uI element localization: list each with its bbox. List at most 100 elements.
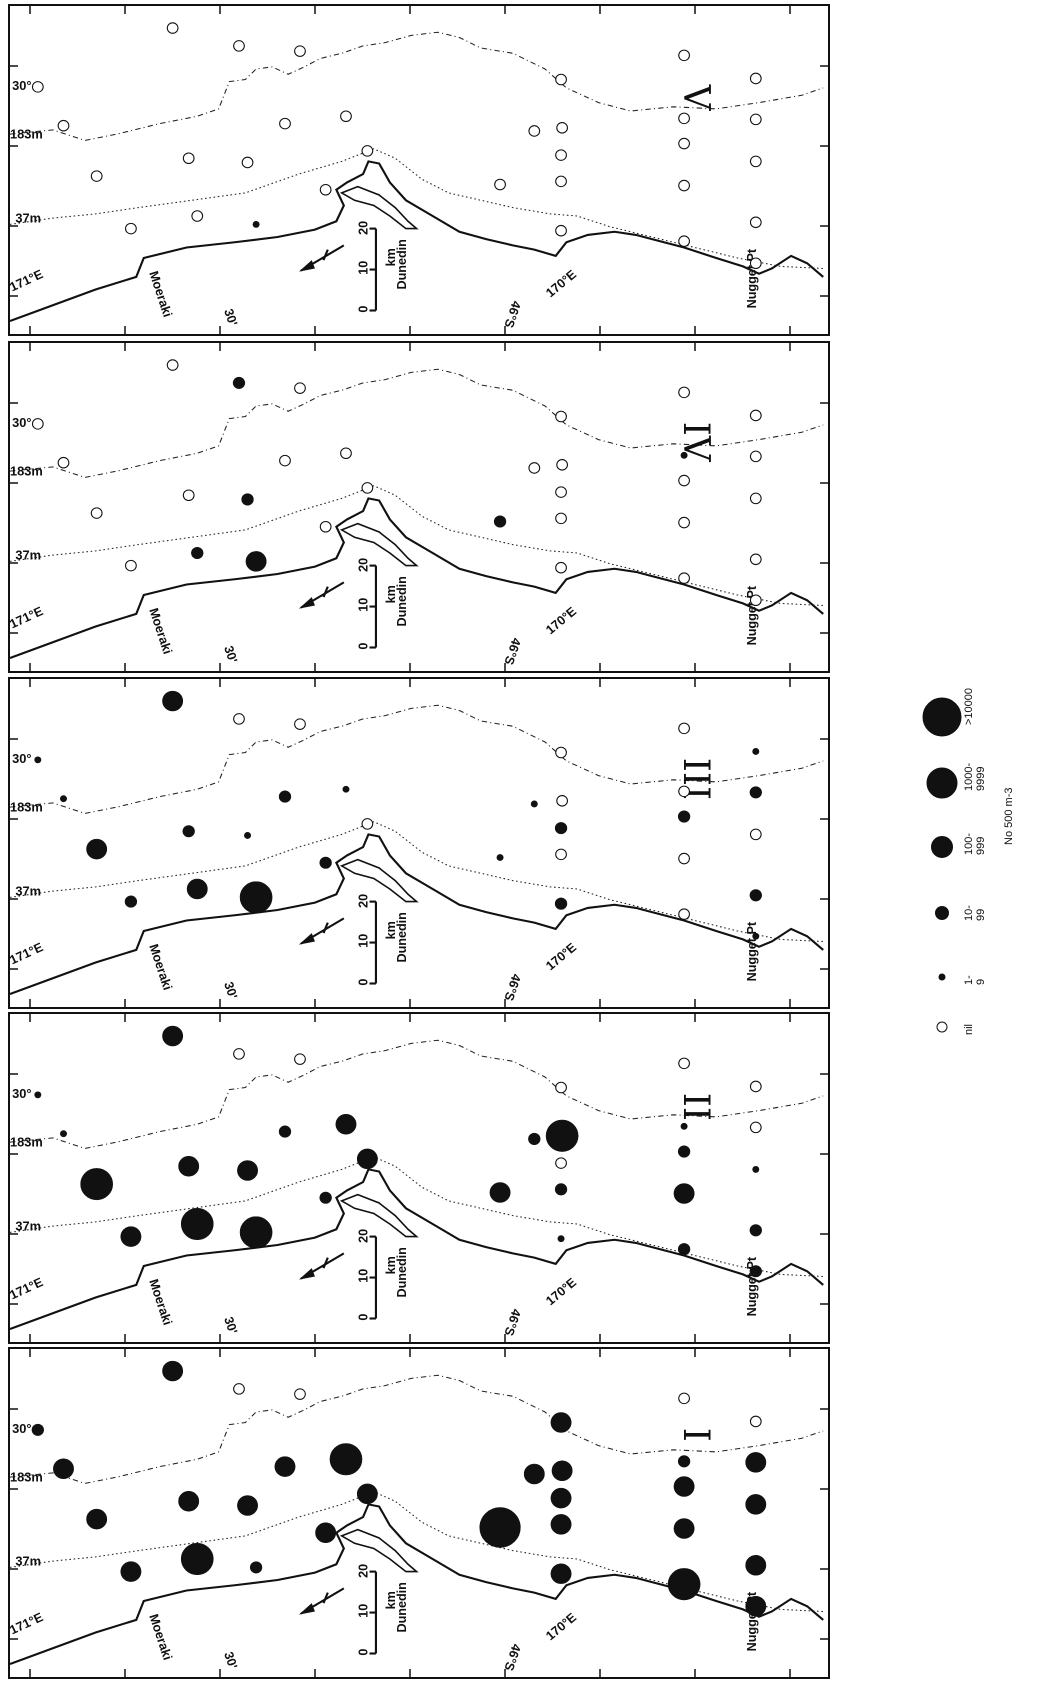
station-marker: [678, 785, 690, 798]
depth-label-183m: 183m: [10, 463, 43, 478]
legend-symbol: [938, 973, 946, 981]
panel-numeral: I: [675, 1428, 716, 1442]
map-panel-v: 30° 183m 37m 171°E Moeraki 30' Dunedin km 20 10 0 4…: [8, 4, 830, 336]
legend-symbol: [926, 767, 958, 799]
station-marker: [241, 493, 254, 506]
scale-label-10: 10: [355, 1269, 370, 1283]
north-arrow-head: [298, 1603, 315, 1615]
station-marker: [528, 1132, 541, 1145]
station-marker: [319, 856, 332, 869]
coastline: [10, 833, 824, 995]
legend-symbol: [935, 906, 949, 920]
station-marker: [530, 800, 538, 808]
station-marker: [182, 489, 195, 502]
station-marker: [340, 110, 352, 123]
station-marker: [342, 785, 350, 793]
station-marker: [554, 822, 568, 835]
station-marker: [125, 222, 137, 235]
lon-label-170e: 170°E: [543, 604, 580, 638]
legend-symbol: [936, 1021, 948, 1033]
station-marker: [53, 1458, 74, 1479]
station-marker: [166, 359, 179, 371]
station-marker: [557, 1235, 565, 1243]
north-arrow-head: [298, 597, 315, 609]
station-marker: [667, 1568, 701, 1601]
scale-label-20: 20: [355, 894, 370, 908]
station-marker: [678, 474, 690, 487]
legend-class-label: 1000-: [963, 763, 975, 791]
map-panel-i: 30° 183m 37m 171°E Moeraki 30' Dunedin km 20 10 0 4…: [8, 1347, 830, 1679]
station-marker: [315, 1522, 337, 1543]
station-marker: [356, 1148, 378, 1170]
station-marker: [678, 386, 690, 399]
map-panel-iii: 30° 183m 37m 171°E Moeraki 30' Dunedin km 20 10 0 4…: [8, 677, 830, 1009]
station-marker: [294, 1053, 306, 1065]
station-marker: [555, 512, 567, 525]
legend-class-label: 100-: [963, 833, 975, 855]
station-marker: [749, 113, 762, 126]
station-marker: [80, 1168, 113, 1201]
station-marker: [745, 1555, 767, 1576]
lon-label-170e: 170°E: [543, 1610, 580, 1644]
station-marker: [556, 795, 569, 807]
north-arrow-bar: [322, 249, 329, 261]
station-marker: [479, 1507, 521, 1548]
station-marker: [745, 1596, 767, 1617]
station-marker: [555, 175, 567, 188]
station-marker: [678, 516, 690, 529]
lat-label-46s: 46°S: [501, 1642, 524, 1673]
station-marker: [191, 546, 204, 560]
station-marker: [749, 155, 762, 168]
otago-harbour: [339, 522, 419, 567]
station-marker: [551, 1460, 573, 1482]
station-marker: [752, 748, 760, 755]
depth-label-37m: 37m: [15, 1553, 41, 1568]
north-arrow-head: [298, 260, 315, 272]
place-label-nugget-pt: Nugget Pt: [744, 1256, 759, 1316]
station-marker: [528, 462, 541, 474]
depth-contour-37m: [10, 485, 824, 607]
station-marker: [489, 1182, 511, 1203]
place-label-moeraki: Moeraki: [146, 1612, 175, 1662]
depth-contour-37m: [10, 148, 824, 270]
legend-class-label: 1-: [963, 975, 975, 985]
depth-contour-183m: [10, 368, 824, 478]
lon-label-171e: 171°E: [10, 603, 45, 631]
north-arrow-bar: [322, 586, 329, 598]
station-marker: [678, 112, 690, 125]
station-marker: [680, 1122, 688, 1130]
station-marker: [274, 1456, 296, 1477]
depth-label-183m: 183m: [10, 126, 43, 141]
lon-label-170e: 170°E: [543, 1275, 580, 1309]
station-marker: [556, 459, 569, 471]
scale-label-0: 0: [355, 643, 370, 650]
station-marker: [233, 713, 245, 725]
station-marker: [678, 179, 690, 192]
station-marker: [523, 1463, 545, 1485]
station-marker: [752, 932, 760, 940]
station-marker: [233, 1383, 245, 1395]
station-marker: [278, 790, 292, 803]
coastline: [10, 497, 824, 659]
station-marker: [678, 852, 690, 865]
depth-label-37m: 37m: [15, 883, 41, 898]
legend-class-label-2: 9: [975, 979, 987, 985]
station-marker: [677, 1145, 691, 1158]
station-marker: [555, 561, 567, 574]
station-marker: [31, 1423, 44, 1436]
legend-class-label: nil: [963, 1024, 975, 1035]
lat-label-30: 30°: [12, 1086, 31, 1101]
map-panel-ii: 30° 183m 37m 171°E Moeraki 30' Dunedin km 20 10 0 4…: [8, 1012, 830, 1344]
lat-label-46s: 46°S: [501, 972, 524, 1003]
lat-label-30-bottom: 30': [221, 980, 241, 1001]
station-marker: [493, 515, 507, 528]
station-marker: [186, 878, 208, 900]
station-marker: [678, 49, 690, 62]
station-marker: [749, 828, 762, 841]
station-marker: [178, 1156, 200, 1177]
station-marker: [249, 1561, 263, 1574]
station-marker: [678, 722, 690, 735]
station-marker: [555, 746, 567, 759]
